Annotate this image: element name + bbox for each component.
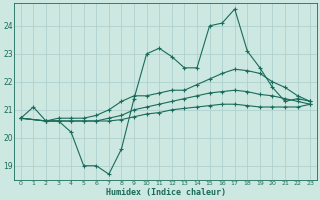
X-axis label: Humidex (Indice chaleur): Humidex (Indice chaleur)	[106, 188, 226, 197]
